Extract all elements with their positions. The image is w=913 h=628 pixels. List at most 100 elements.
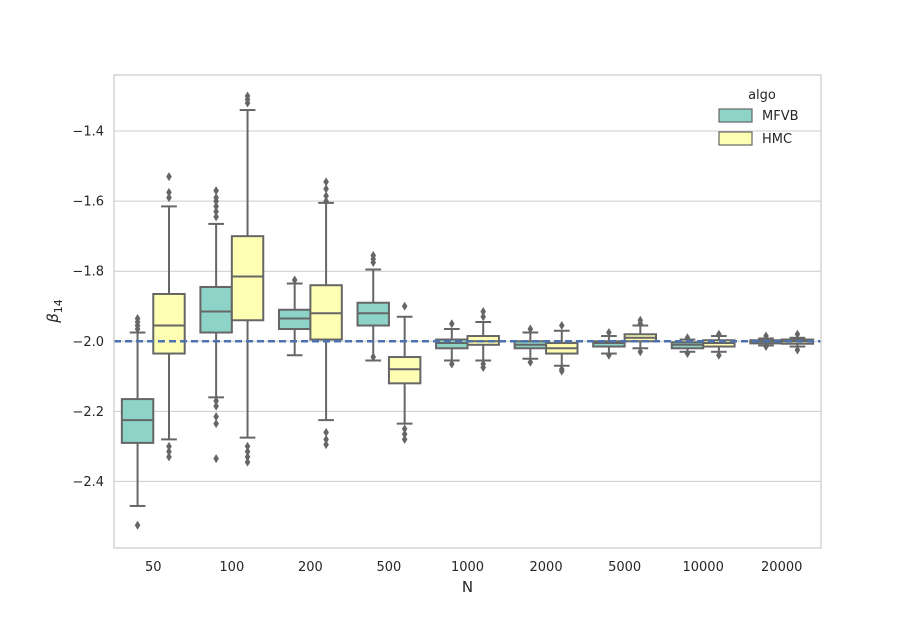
outlier-point bbox=[401, 429, 408, 439]
outlier-point bbox=[480, 312, 487, 322]
x-tick-labels: 50 100 200 500 1000 2000 5000 10000 20000 bbox=[145, 560, 802, 575]
legend-label-hmc: HMC bbox=[762, 132, 792, 147]
outlier-point bbox=[213, 196, 219, 206]
outlier-point bbox=[213, 454, 219, 464]
x-tick-label-2000: 2000 bbox=[530, 560, 563, 575]
outlier-point bbox=[213, 201, 219, 211]
y-axis-label-main: β bbox=[44, 313, 62, 324]
outlier-point bbox=[244, 457, 251, 467]
x-tick-label-1000: 1000 bbox=[451, 560, 484, 575]
box-mfvb-100 bbox=[199, 186, 233, 464]
outlier-point bbox=[527, 357, 534, 367]
outlier-point bbox=[166, 193, 172, 203]
outlier-point bbox=[527, 324, 534, 334]
x-tick-label-5000: 5000 bbox=[608, 560, 641, 575]
outlier-point bbox=[244, 452, 251, 462]
x-tick-label-500: 500 bbox=[377, 560, 402, 575]
box-hmc-100 bbox=[230, 91, 265, 467]
box-body bbox=[152, 292, 186, 355]
outlier-point bbox=[213, 207, 219, 217]
box-mfvb-5000 bbox=[592, 328, 626, 360]
outlier-point bbox=[323, 184, 329, 194]
outlier-point bbox=[716, 350, 722, 360]
outlier-point bbox=[213, 186, 219, 196]
outlier-point bbox=[606, 328, 612, 338]
outlier-point bbox=[558, 366, 565, 376]
outlier-point bbox=[323, 191, 329, 201]
outlier-point bbox=[763, 331, 769, 341]
outlier-point bbox=[716, 329, 722, 339]
outlier-point bbox=[166, 441, 172, 451]
plot-frame bbox=[113, 74, 822, 549]
outlier-point bbox=[558, 321, 565, 331]
outlier-point bbox=[637, 319, 644, 329]
box-hmc-10000 bbox=[702, 329, 736, 360]
outlier-point bbox=[323, 427, 329, 437]
outlier-point bbox=[213, 212, 219, 222]
outlier-point bbox=[401, 301, 408, 311]
outlier-point bbox=[134, 520, 141, 530]
outlier-point bbox=[448, 319, 455, 329]
outlier-point bbox=[401, 424, 408, 434]
box-mfvb-500 bbox=[356, 250, 390, 362]
outlier-point bbox=[323, 177, 329, 187]
outlier-point bbox=[213, 419, 219, 429]
svg-text:β14: β14 bbox=[44, 299, 65, 324]
outlier-point bbox=[480, 307, 487, 316]
x-tick-label-10000: 10000 bbox=[682, 560, 723, 575]
outlier-point bbox=[244, 98, 251, 108]
box-hmc-500 bbox=[387, 301, 422, 444]
outlier-point bbox=[291, 275, 298, 285]
y-axis-label-subscript: 14 bbox=[52, 299, 65, 313]
outlier-point bbox=[213, 412, 219, 422]
x-tick-label-100: 100 bbox=[219, 560, 244, 575]
outlier-point bbox=[794, 329, 801, 339]
legend-swatch-mfvb bbox=[718, 108, 753, 123]
legend-label-mfvb: MFVB bbox=[762, 109, 799, 124]
legend: algo MFVB HMC bbox=[718, 88, 799, 147]
box-body bbox=[230, 235, 265, 322]
outlier-point bbox=[244, 441, 251, 451]
y-tick-labels: −1.4 −1.6 −1.8 −2.0 −2.2 −2.4 bbox=[72, 125, 104, 490]
outlier-point bbox=[448, 359, 455, 369]
y-tick-label-3: −2.0 bbox=[72, 335, 104, 350]
outlier-point bbox=[480, 363, 487, 373]
outlier-point bbox=[637, 347, 644, 357]
x-tick-label-20000: 20000 bbox=[761, 560, 802, 575]
box-body bbox=[199, 285, 233, 334]
outlier-point bbox=[244, 447, 251, 457]
outlier-point bbox=[684, 349, 691, 359]
y-tick-label-2: −1.8 bbox=[72, 265, 104, 280]
box-hmc-50 bbox=[152, 172, 186, 462]
outlier-point bbox=[213, 396, 219, 406]
y-tick-label-4: −2.2 bbox=[72, 405, 104, 420]
outlier-point bbox=[794, 345, 801, 355]
outlier-point bbox=[166, 447, 172, 457]
outlier-point bbox=[684, 333, 691, 343]
legend-title: algo bbox=[748, 88, 776, 103]
x-axis-label: N bbox=[462, 578, 473, 596]
x-tick-label-50: 50 bbox=[145, 560, 162, 575]
outlier-point bbox=[166, 172, 172, 182]
box-hmc-2000 bbox=[545, 321, 579, 376]
outlier-point bbox=[370, 257, 377, 267]
outlier-point bbox=[401, 434, 408, 444]
box-hmc-200 bbox=[309, 177, 343, 450]
x-tick-label-200: 200 bbox=[298, 560, 323, 575]
outlier-point bbox=[166, 187, 172, 197]
box-hmc-5000 bbox=[623, 315, 658, 357]
y-tick-label-1: −1.6 bbox=[72, 195, 104, 210]
y-axis-label: β14 bbox=[44, 299, 65, 324]
outlier-point bbox=[323, 434, 329, 444]
outlier-point bbox=[213, 401, 219, 411]
outlier-point bbox=[763, 342, 769, 352]
outlier-point bbox=[166, 452, 172, 462]
outlier-point bbox=[323, 196, 329, 206]
y-tick-label-0: −1.4 bbox=[72, 125, 104, 140]
outlier-point bbox=[134, 324, 141, 334]
box-mfvb-50 bbox=[120, 314, 155, 530]
legend-swatch-hmc bbox=[718, 131, 753, 146]
outlier-point bbox=[606, 350, 612, 360]
outlier-point bbox=[323, 440, 329, 450]
